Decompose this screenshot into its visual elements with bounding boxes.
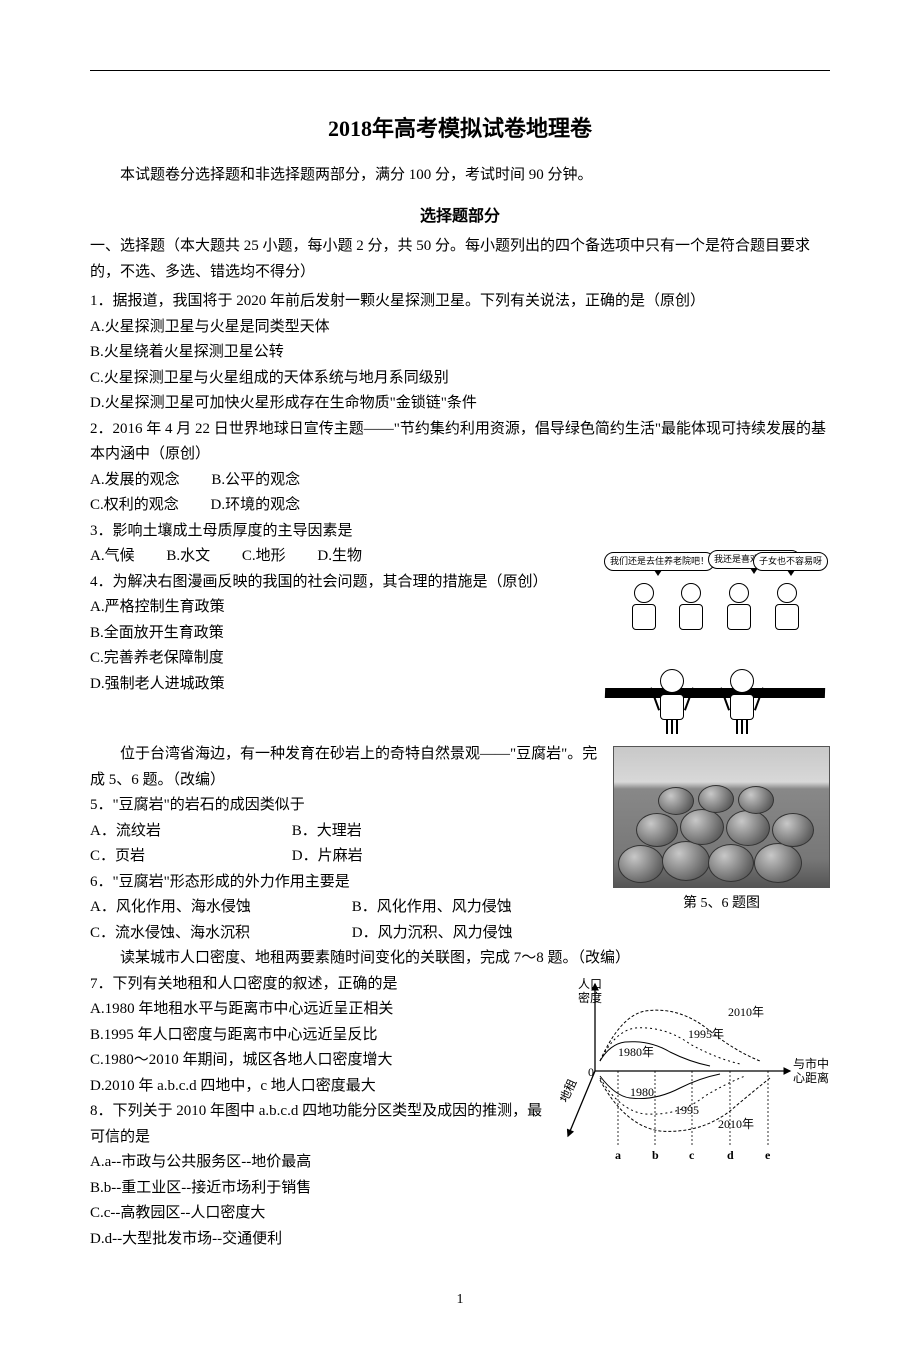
chart-y-label2: 密度 (578, 990, 602, 1005)
q1-B: B.火星绕着火星探测卫星公转 (90, 340, 830, 366)
q3-C: C.地形 (242, 544, 286, 570)
q2-stem: 2．2016 年 4 月 22 日世界地球日宣传主题——"节约集约利用资源，倡导… (90, 417, 830, 468)
q1-D: D.火星探测卫星可加快火星形成存在生命物质"金锁链"条件 (90, 391, 830, 417)
rock-photo (613, 746, 830, 888)
q2-C: C.权利的观念 (90, 493, 179, 519)
q3-B: B.水文 (166, 544, 210, 570)
q6-B: B．风化作用、风力侵蚀 (352, 895, 512, 921)
chart-y2-label: 地租 (560, 1076, 579, 1104)
q2-A: A.发展的观念 (90, 468, 180, 494)
q56-figure: 第 5、6 题图 (613, 746, 830, 912)
q1-C: C.火星探测卫星与火星组成的天体系统与地月系同级别 (90, 366, 830, 392)
cartoon-bubble-3: 子女也不容易呀 (753, 552, 828, 571)
chart-1980-top: 1980年 (618, 1045, 654, 1059)
chart-tick-e: e (765, 1148, 771, 1162)
chart-tick-d: d (727, 1148, 734, 1162)
passage-78: 读某城市人口密度、地租两要素随时间变化的关联图，完成 7～8 题。（改编） (90, 946, 830, 972)
q56-caption: 第 5、6 题图 (613, 892, 830, 912)
chart-x-label-2: 心距离 (793, 1070, 829, 1085)
q1-stem: 1．据报道，我国将于 2020 年前后发射一颗火星探测卫星。下列有关说法，正确的… (90, 289, 830, 315)
page-number: 1 (90, 1292, 830, 1308)
q5-D: D．片麻岩 (292, 844, 363, 870)
q3-stem: 3．影响土壤成土母质厚度的主导因素是 (90, 519, 830, 545)
instructions: 一、选择题（本大题共 25 小题，每小题 2 分，共 50 分。每小题列出的四个… (90, 234, 830, 285)
cartoon-bubble-1: 我们还是去住养老院吧！ (604, 552, 715, 571)
q5-A: A．流纹岩 (90, 819, 260, 845)
q8-D: D.d--大型批发市场--交通便利 (90, 1227, 830, 1253)
cartoon-image: 我们还是去住养老院吧！ 我还是喜欢住在家里 子女也不容易呀 (600, 548, 830, 738)
q8-B: B.b--重工业区--接近市场利于销售 (90, 1176, 830, 1202)
hr-top (90, 70, 830, 71)
chart-tick-b: b (652, 1148, 659, 1162)
chart-y-label: 人口 (578, 977, 602, 991)
q6-A: A．风化作用、海水侵蚀 (90, 895, 320, 921)
chart-2010-top: 2010年 (728, 1005, 764, 1019)
q8-C: C.c--高教园区--人口密度大 (90, 1201, 830, 1227)
chart-1980-bot: 1980 (630, 1085, 654, 1099)
q6-C: C．流水侵蚀、海水沉积 (90, 921, 320, 947)
chart-x-label-1: 与市中 (793, 1056, 829, 1071)
chart-tick-a: a (615, 1148, 621, 1162)
q5-B: B．大理岩 (292, 819, 362, 845)
q5-C: C．页岩 (90, 844, 260, 870)
q6-D: D．风力沉积、风力侵蚀 (352, 921, 513, 947)
chart-1995-top: 1995年 (688, 1027, 724, 1041)
chart-2010-bot: 2010年 (718, 1117, 754, 1131)
chart-1995-bot: 1995 (675, 1103, 699, 1117)
q3-D: D.生物 (317, 544, 362, 570)
section-header: 选择题部分 (90, 202, 830, 226)
q4-cartoon-figure: 我们还是去住养老院吧！ 我还是喜欢住在家里 子女也不容易呀 (600, 548, 830, 738)
q2-B: B.公平的观念 (211, 468, 300, 494)
page-title: 2018年高考模拟试卷地理卷 (90, 111, 830, 143)
q2-D: D.环境的观念 (211, 493, 301, 519)
q3-A: A.气候 (90, 544, 135, 570)
page-subtitle: 本试题卷分选择题和非选择题两部分，满分 100 分，考试时间 90 分钟。 (90, 163, 830, 184)
q1-A: A.火星探测卫星与火星是同类型天体 (90, 315, 830, 341)
chart-tick-c: c (689, 1148, 695, 1162)
q78-chart: 人口 密度 2010年 1995年 1980年 与市中 心距离 0 地租 (560, 976, 830, 1171)
